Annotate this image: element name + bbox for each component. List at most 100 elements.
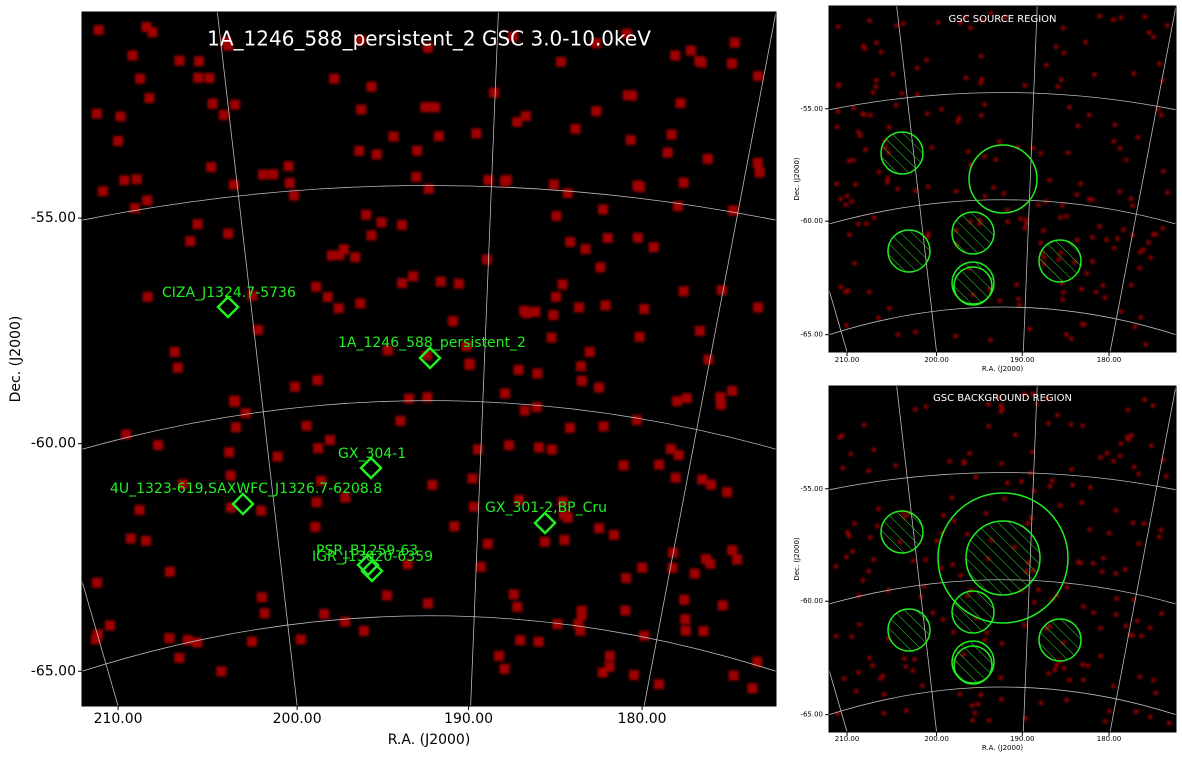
count-pixel	[355, 298, 366, 309]
x-tick-label: 180.00	[1097, 735, 1122, 743]
count-pixel	[982, 102, 987, 107]
count-pixel	[925, 111, 930, 116]
y-tick-label: -65.00	[800, 711, 823, 719]
count-pixel	[904, 708, 909, 713]
count-pixel	[1151, 232, 1156, 237]
count-pixel	[1087, 112, 1092, 117]
count-pixel	[895, 186, 900, 191]
count-pixel	[991, 185, 996, 190]
count-pixel	[551, 291, 562, 302]
count-pixel	[1076, 560, 1081, 565]
region-circle	[965, 520, 1041, 596]
count-pixel	[503, 440, 514, 451]
count-pixel	[422, 598, 433, 609]
x-axis-label: R.A. (J2000)	[388, 732, 471, 748]
count-pixel	[576, 375, 587, 386]
count-pixel	[1080, 423, 1085, 428]
count-pixel	[924, 57, 929, 62]
count-pixel	[621, 28, 632, 39]
source-marker	[533, 511, 557, 535]
count-pixel	[843, 202, 848, 207]
count-pixel	[1055, 413, 1060, 418]
count-pixel	[1127, 633, 1132, 638]
count-pixel	[1060, 203, 1065, 208]
count-pixel	[602, 232, 613, 243]
count-pixel	[698, 626, 709, 637]
count-pixel	[1083, 40, 1088, 45]
count-pixel	[164, 633, 175, 644]
count-pixel	[172, 362, 183, 373]
count-pixel	[626, 90, 637, 101]
count-pixel	[1165, 23, 1170, 28]
count-pixel	[1129, 433, 1134, 438]
dec-grid-line	[81, 400, 777, 450]
count-pixel	[1151, 35, 1156, 40]
count-pixel	[984, 630, 989, 635]
count-pixel	[473, 444, 484, 455]
count-pixel	[941, 513, 946, 518]
count-pixel	[1139, 634, 1144, 639]
region-hatch	[1039, 240, 1081, 282]
count-pixel	[600, 300, 611, 311]
count-pixel	[508, 589, 519, 600]
count-pixel	[1153, 690, 1158, 695]
count-pixel	[135, 73, 146, 84]
count-pixel	[91, 577, 102, 588]
region-hatch	[881, 132, 923, 174]
count-pixel	[142, 195, 153, 206]
count-pixel	[312, 375, 323, 386]
count-pixel	[1017, 302, 1022, 307]
count-pixel	[1150, 403, 1155, 408]
count-pixel	[1064, 697, 1069, 702]
count-pixel	[334, 250, 345, 261]
count-pixel	[216, 666, 227, 677]
count-pixel	[1136, 541, 1141, 546]
count-pixel	[680, 625, 691, 636]
count-pixel	[999, 697, 1004, 702]
count-pixel	[685, 45, 696, 56]
count-pixel	[866, 569, 871, 574]
count-pixel	[853, 182, 858, 187]
count-pixel	[667, 562, 678, 573]
count-pixel	[1135, 618, 1140, 623]
source-marker	[216, 295, 240, 319]
count-pixel	[593, 382, 604, 393]
count-pixel	[979, 54, 984, 59]
count-pixel	[873, 84, 878, 89]
count-pixel	[871, 447, 876, 452]
count-pixel	[958, 20, 963, 25]
count-pixel	[1090, 235, 1095, 240]
region-circle	[887, 229, 931, 273]
x-tick-label: 180.00	[1097, 356, 1122, 364]
count-pixel	[1149, 443, 1154, 448]
count-pixel	[340, 492, 351, 503]
count-pixel	[726, 58, 737, 69]
count-pixel	[1159, 113, 1164, 118]
count-pixel	[987, 718, 992, 723]
count-pixel	[845, 194, 850, 199]
ra-grid-line	[81, 580, 119, 707]
region-circle	[951, 211, 995, 255]
count-pixel	[689, 568, 700, 579]
count-pixel	[604, 650, 615, 661]
count-pixel	[129, 203, 140, 214]
count-pixel	[240, 408, 251, 419]
count-pixel	[890, 72, 895, 77]
count-pixel	[903, 664, 908, 669]
count-pixel	[1067, 105, 1072, 110]
count-pixel	[902, 656, 907, 661]
count-pixel	[144, 92, 155, 103]
count-pixel	[1103, 719, 1108, 724]
count-pixel	[1098, 626, 1103, 631]
count-pixel	[333, 303, 344, 314]
count-pixel	[1061, 50, 1066, 55]
count-pixel	[952, 518, 957, 523]
count-pixel	[475, 561, 486, 572]
count-pixel	[93, 24, 104, 35]
ra-grid-line	[470, 11, 499, 707]
count-pixel	[850, 549, 855, 554]
count-pixel	[715, 392, 726, 403]
count-pixel	[871, 90, 876, 95]
count-pixel	[193, 72, 204, 83]
